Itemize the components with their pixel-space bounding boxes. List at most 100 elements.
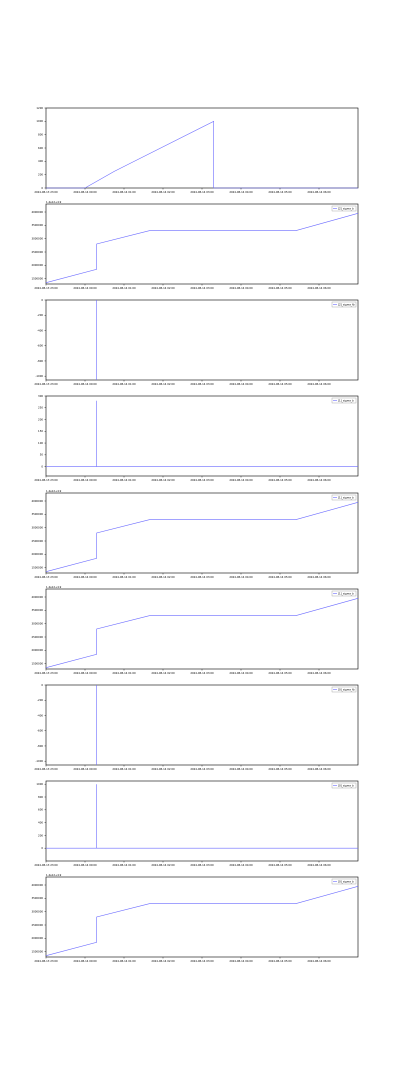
legend: [0]_sigma_b — [331, 782, 357, 789]
y-tick-label: 0 — [41, 846, 43, 850]
x-tick-label: 2024-08-14 03:00 — [190, 959, 214, 963]
x-tick-label: 2024-08-14 03:00 — [190, 190, 214, 194]
plot-frame — [45, 395, 359, 477]
x-tick-label: 2024-08-14 01:00 — [112, 478, 136, 482]
y-tick-label: 0 — [41, 464, 43, 468]
plot-frame — [45, 299, 359, 381]
chart-panel-2: 2024-08-13 23:00 2024-08-14 00:00 2024-08-… — [31, 200, 359, 290]
x-tick-label: 2024-08-14 02:00 — [151, 190, 175, 194]
x-tick-label: 2024-08-14 01:00 — [112, 190, 136, 194]
y-tick-label: -1000 — [35, 759, 43, 763]
x-tick-label: 2024-08-14 00:00 — [73, 959, 97, 963]
x-tick-label: 2024-08-14 02:00 — [151, 863, 175, 867]
plot-frame — [45, 780, 359, 862]
y-tick-label: -600 — [37, 344, 43, 348]
y-tick-label: 1500000 — [31, 566, 43, 570]
x-tick-label: 2024-08-13 23:00 — [34, 575, 58, 579]
x-tick-label: 2024-08-14 05:00 — [268, 863, 292, 867]
x-tick-label: 2024-08-13 23:00 — [34, 286, 58, 290]
x-tick-label: 2024-08-14 03:00 — [190, 382, 214, 386]
x-tick-label: 2024-08-14 01:00 — [112, 382, 136, 386]
y-tick-label: 3000000 — [31, 526, 43, 530]
x-tick-label: 2024-08-14 05:00 — [268, 575, 292, 579]
x-tick-label: 2024-08-14 04:00 — [229, 575, 253, 579]
x-tick-label: 2024-08-14 05:00 — [268, 478, 292, 482]
y-tick-label: 2000000 — [31, 552, 43, 556]
y-tick-label: 2000000 — [31, 936, 43, 940]
plot-frame — [45, 684, 359, 766]
x-tick-label: 2024-08-14 04:00 — [229, 959, 253, 963]
legend-box — [331, 878, 357, 885]
series-line — [45, 598, 359, 668]
chart-panel-8: 2024-08-13 23:00 2024-08-14 00:00 2024-08-… — [34, 780, 359, 867]
x-tick-label: 2024-08-14 00:00 — [73, 190, 97, 194]
y-tick-label: 100 — [38, 441, 43, 445]
chart-panel-3: 2024-08-13 23:00 2024-08-14 00:00 2024-08-… — [34, 298, 359, 386]
x-tick-label: 2024-08-14 06:00 — [307, 575, 331, 579]
x-tick-label: 2024-08-13 23:00 — [34, 478, 58, 482]
y-tick-label: -200 — [37, 698, 43, 702]
chart-panel-9: 2024-08-13 23:00 2024-08-14 00:00 2024-08-… — [31, 873, 359, 963]
y-tick-label: 600 — [38, 808, 43, 812]
y-tick-label: 300 — [38, 394, 43, 398]
y-tick-label: 3500000 — [31, 608, 43, 612]
y-tick-label: 3500000 — [31, 223, 43, 227]
y-tick-label: 4000000 — [31, 210, 43, 214]
x-tick-label: 2024-08-14 06:00 — [307, 286, 331, 290]
y-tick-label: 1500000 — [31, 662, 43, 666]
legend-box — [331, 782, 357, 789]
x-tick-label: 2024-08-13 23:00 — [34, 863, 58, 867]
chart-panel-4: 2024-08-13 23:00 2024-08-14 00:00 2024-08-… — [34, 394, 359, 482]
y-offset-label: 1.4e12+4.9 — [46, 489, 62, 493]
x-tick-label: 2024-08-14 06:00 — [307, 767, 331, 771]
chart-panel-7: 2024-08-13 23:00 2024-08-14 00:00 2024-08-… — [34, 683, 359, 771]
y-tick-label: -800 — [37, 744, 43, 748]
x-tick-label: 2024-08-14 03:00 — [190, 863, 214, 867]
x-tick-label: 2024-08-14 05:00 — [268, 767, 292, 771]
x-tick-label: 2024-08-14 00:00 — [73, 863, 97, 867]
y-tick-label: 2000000 — [31, 263, 43, 267]
legend-label: [1]_sigma_b — [338, 399, 354, 403]
legend-label: [1]_sigma_b — [338, 592, 354, 596]
y-tick-label: 3000000 — [31, 622, 43, 626]
x-tick-label: 2024-08-14 03:00 — [190, 575, 214, 579]
legend-box — [331, 590, 357, 597]
x-tick-label: 2024-08-13 23:00 — [34, 959, 58, 963]
x-tick-label: 2024-08-13 23:00 — [34, 767, 58, 771]
x-tick-label: 2024-08-14 04:00 — [229, 286, 253, 290]
y-tick-label: 3000000 — [31, 910, 43, 914]
x-tick-label: 2024-08-14 05:00 — [268, 959, 292, 963]
legend: [0]_sigma_b — [331, 878, 357, 885]
series-line — [46, 120, 358, 189]
x-tick-label: 2024-08-14 00:00 — [73, 575, 97, 579]
y-tick-label: 4000000 — [31, 883, 43, 887]
plot-frame — [45, 492, 359, 574]
y-tick-label: 1000 — [36, 782, 43, 786]
plot-frame — [45, 203, 359, 285]
x-tick-label: 2024-08-14 04:00 — [229, 382, 253, 386]
x-tick-label: 2024-08-14 05:00 — [268, 382, 292, 386]
x-tick-label: 2024-08-14 04:00 — [229, 671, 253, 675]
y-tick-label: 250 — [38, 406, 43, 410]
legend: [2]_sigma_fb — [331, 301, 357, 308]
series-line — [45, 213, 359, 283]
legend: [0]_sigma_fb — [331, 686, 357, 693]
legend-box — [331, 205, 357, 212]
chart-panel-6: 2024-08-13 23:00 2024-08-14 00:00 2024-08-… — [31, 585, 359, 675]
x-tick-label: 2024-08-13 23:00 — [34, 382, 58, 386]
x-tick-label: 2024-08-14 01:00 — [112, 286, 136, 290]
x-tick-label: 2024-08-14 02:00 — [151, 382, 175, 386]
x-tick-label: 2024-08-14 05:00 — [268, 286, 292, 290]
y-tick-label: 1500000 — [31, 277, 43, 281]
y-tick-label: 2500000 — [31, 539, 43, 543]
series-line — [46, 400, 358, 467]
x-tick-label: 2024-08-14 03:00 — [190, 671, 214, 675]
y-tick-label: 150 — [38, 429, 43, 433]
x-tick-label: 2024-08-13 23:00 — [34, 671, 58, 675]
x-tick-label: 2024-08-14 04:00 — [229, 863, 253, 867]
legend-label: [2]_sigma_fb — [338, 303, 355, 307]
x-tick-label: 2024-08-14 02:00 — [151, 575, 175, 579]
y-tick-label: 600 — [38, 146, 43, 150]
y-tick-label: -200 — [37, 313, 43, 317]
x-tick-label: 2024-08-14 00:00 — [73, 382, 97, 386]
